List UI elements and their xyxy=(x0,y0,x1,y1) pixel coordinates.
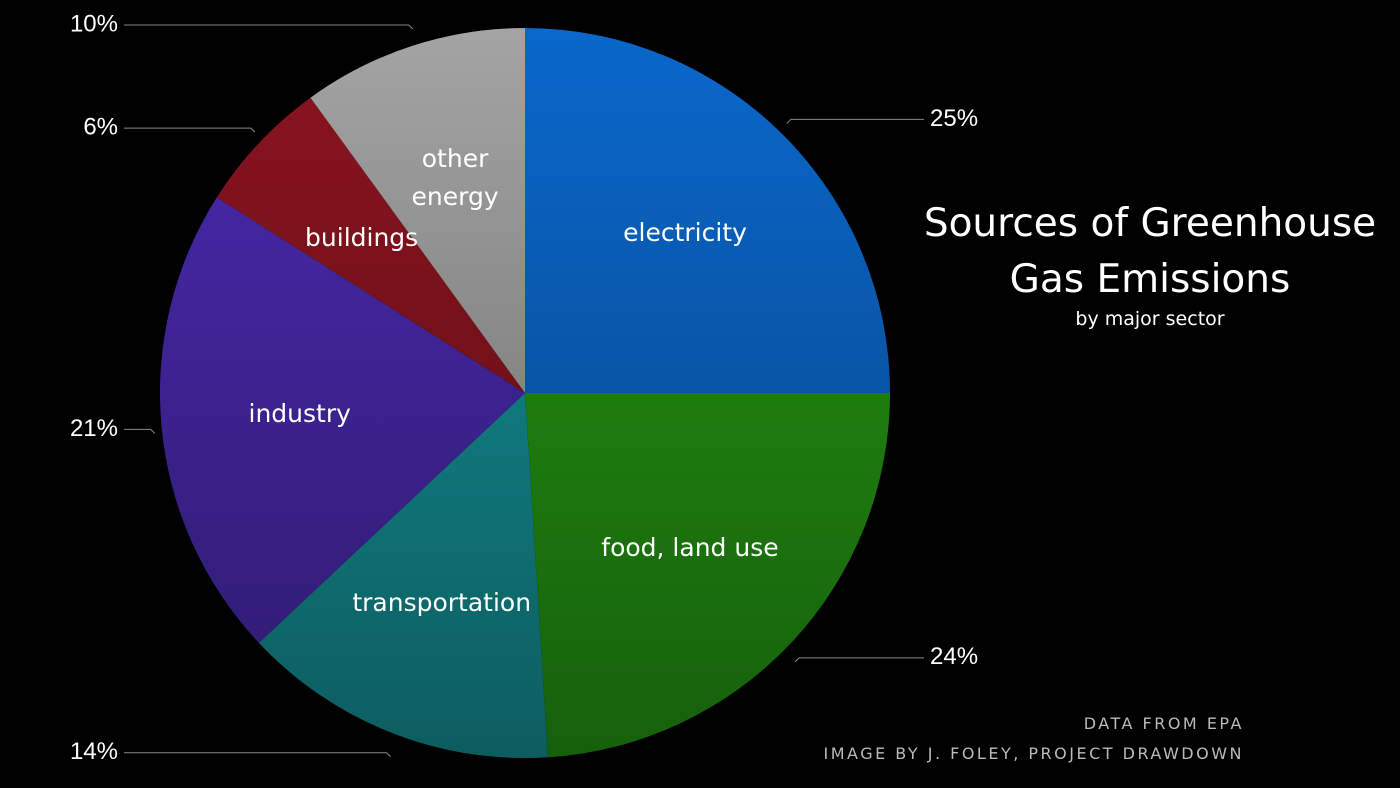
value-label: 14% xyxy=(70,738,118,765)
leader-line xyxy=(124,752,391,758)
value-label: 10% xyxy=(70,10,118,37)
source-note: DATA FROM EPA xyxy=(1083,714,1244,733)
slice-label: industry xyxy=(248,399,351,429)
value-label: 6% xyxy=(83,113,118,140)
leader-line xyxy=(124,428,156,434)
leader-line xyxy=(124,127,256,133)
slice-label: other energy xyxy=(411,143,499,211)
leader-line xyxy=(794,657,924,663)
slice-label: electricity xyxy=(623,217,747,247)
chart-title: Sources of Greenhouse Gas Emissions xyxy=(923,201,1377,302)
credit-note: IMAGE BY J. FOLEY, PROJECT DRAWDOWN xyxy=(823,744,1244,763)
value-label: 24% xyxy=(930,643,978,670)
leader-line xyxy=(124,24,414,30)
value-label: 21% xyxy=(70,415,118,442)
chart-subtitle: by major sector xyxy=(1075,308,1225,330)
leader-line xyxy=(786,118,924,124)
slice-label: buildings xyxy=(305,223,419,253)
slice-label: food, land use xyxy=(601,532,779,562)
pie-slice xyxy=(525,28,890,393)
slice-label: transportation xyxy=(352,588,532,618)
value-label: 25% xyxy=(930,105,978,132)
pie-slice xyxy=(525,393,890,758)
